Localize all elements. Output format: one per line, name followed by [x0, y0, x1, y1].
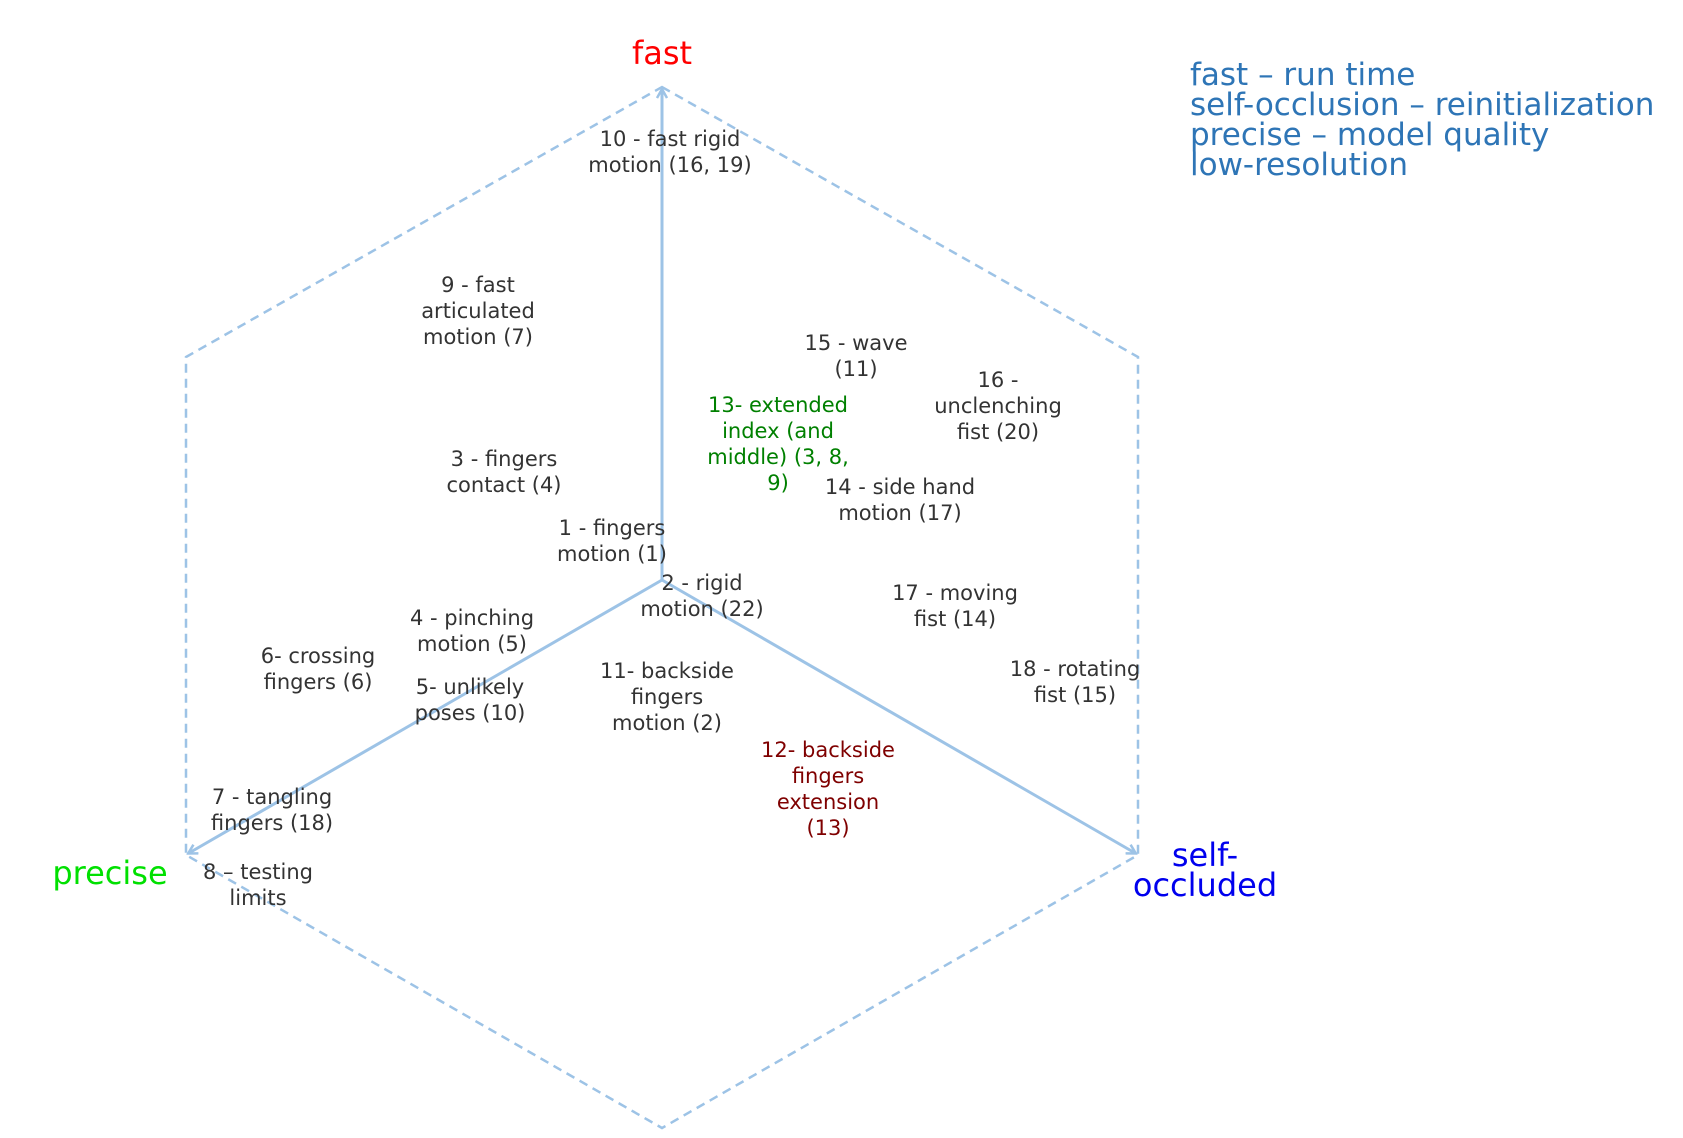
legend-line-fast: fast – run time — [1190, 57, 1416, 93]
item-13: 13- extended index (and middle) (3, 8, 9… — [707, 393, 849, 495]
item-14: 14 - side hand motion (17) — [824, 475, 976, 525]
precise-axis-arrow — [189, 578, 663, 853]
item-18: 18 - rotating fist (15) — [1009, 657, 1141, 707]
hexagon-frame — [184, 85, 1140, 1130]
axis-label-fast: fast — [631, 34, 693, 72]
axis-label-self-occluded: self- occluded — [1132, 836, 1278, 904]
item-17: 17 - moving fist (14) — [892, 581, 1018, 631]
legend-line-precise: precise – model quality — [1190, 117, 1550, 153]
item-4: 4 - pinching motion (5) — [409, 606, 535, 656]
item-16: 16 - unclenching fist (20) — [934, 368, 1062, 444]
item-6: 6- crossing fingers (6) — [260, 644, 376, 694]
item-12: 12- backside fingers extension (13) — [761, 738, 895, 840]
item-2: 2 - rigid motion (22) — [640, 571, 764, 621]
item-3: 3 - fingers contact (4) — [446, 447, 562, 497]
legend: fast – run time self-occlusion – reiniti… — [1190, 57, 1655, 183]
item-5: 5- unlikely poses (10) — [414, 675, 526, 725]
axis-label-precise: precise — [52, 854, 168, 892]
item-1: 1 - fingers motion (1) — [557, 516, 667, 566]
legend-line-low-resolution: low-resolution — [1190, 147, 1409, 183]
item-11: 11- backside fingers motion (2) — [600, 659, 734, 735]
item-9: 9 - fast articulated motion (7) — [421, 273, 535, 349]
item-8: 8 – testing limits — [202, 860, 314, 910]
item-7: 7 - tangling fingers (18) — [210, 785, 334, 835]
item-15: 15 - wave (11) — [804, 331, 908, 381]
legend-line-self-occlusion: self-occlusion – reinitialization — [1190, 87, 1655, 123]
item-10: 10 - fast rigid motion (16, 19) — [588, 127, 752, 177]
self-occluded-axis-arrow — [661, 578, 1135, 853]
